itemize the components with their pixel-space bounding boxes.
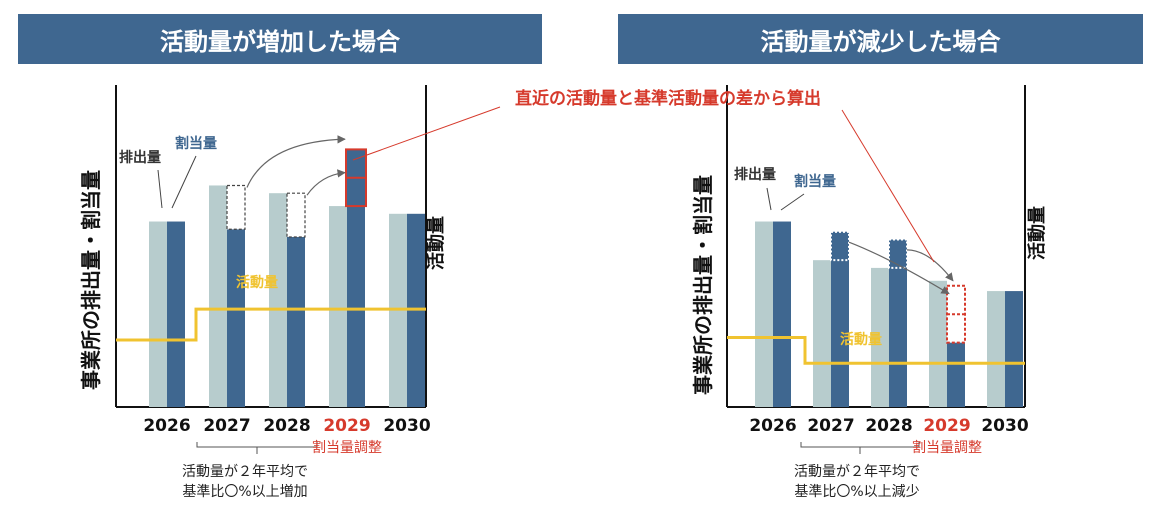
bar-allocation-dec-2030	[1005, 291, 1023, 407]
y-axis-title-dec: 事業所の排出量・割当量	[691, 175, 715, 395]
note-decrease-line-2: 基準比〇%以上減少	[794, 484, 920, 500]
chart-title-decrease: 活動量が減少した場合	[618, 14, 1143, 64]
bar-allocation-dec-2026	[773, 221, 791, 407]
deficit-box-inc-2027	[226, 184, 246, 230]
legend-emission-inc: 排出量	[119, 149, 161, 166]
tick-label-inc-2030: 2030	[383, 416, 430, 436]
callout-text: 直近の活動量と基準活動量の差から算出	[515, 88, 821, 109]
legend-emission-dec: 排出量	[734, 166, 776, 183]
tick-label-dec-2026: 2026	[749, 416, 796, 436]
pointer-allocation-dec	[780, 193, 805, 211]
tick-label-inc-2028: 2028	[263, 416, 310, 436]
transfer-arrow-dec-2	[906, 249, 954, 282]
tick-label-dec-2030: 2030	[981, 416, 1028, 436]
y-axis-title-inc: 事業所の排出量・割当量	[79, 170, 103, 390]
bar-allocation-dec-2029	[947, 342, 965, 407]
tick-label-dec-2027: 2027	[807, 416, 854, 436]
bar-emission-inc-2027	[209, 185, 227, 407]
tick-label-inc-2029: 2029	[323, 416, 370, 436]
surplus-box-dec-2027	[830, 230, 850, 262]
bar-emission-inc-2026	[149, 221, 167, 407]
note-increase: 活動量が２年平均で 基準比〇%以上増加	[140, 462, 350, 502]
bar-emission-dec-2028	[871, 267, 889, 407]
note-increase-line-1: 活動量が２年平均で	[182, 464, 308, 480]
pointer-emission-inc	[157, 169, 163, 209]
tick-label-dec-2028: 2028	[865, 416, 912, 436]
note-decrease-line-1: 活動量が２年平均で	[794, 464, 920, 480]
bar-allocation-inc-2026	[167, 221, 185, 407]
pointer-allocation-inc	[171, 155, 197, 209]
bar-allocation-inc-2028	[287, 236, 305, 407]
tick-label-inc-2027: 2027	[203, 416, 250, 436]
adjustment-label-dec: 割当量調整	[912, 439, 982, 456]
transfer-arrow-inc-1	[246, 135, 346, 188]
tick-label-inc-2026: 2026	[143, 416, 190, 436]
bar-emission-dec-2027	[813, 260, 831, 407]
bar-emission-dec-2026	[755, 221, 773, 407]
legend-activity-dec: 活動量	[840, 331, 882, 348]
legend-allocation-dec: 割当量	[794, 173, 836, 190]
tick-label-dec-2029: 2029	[923, 416, 970, 436]
adjustment-label-inc: 割当量調整	[312, 439, 382, 456]
chart-title-increase: 活動量が増加した場合	[18, 14, 542, 64]
legend-activity-inc: 活動量	[236, 274, 278, 291]
pointer-emission-dec	[766, 187, 772, 211]
bar-allocation-dec-2028	[889, 239, 907, 407]
activity-line-inc	[116, 307, 426, 342]
bar-emission-inc-2028	[269, 193, 287, 407]
transfer-arrow-dec-1	[848, 241, 950, 295]
bracket-inc	[196, 442, 318, 448]
bar-allocation-inc-2027	[227, 229, 245, 407]
note-increase-line-2: 基準比〇%以上増加	[182, 484, 308, 500]
callout-pointer-left	[352, 106, 501, 161]
bar-emission-dec-2030	[987, 291, 1005, 407]
bar-allocation-inc-2029	[347, 149, 365, 407]
deficit-box-inc-2028	[286, 192, 306, 238]
y2-axis-title-dec: 活動量	[1026, 206, 1048, 260]
note-decrease: 活動量が２年平均で 基準比〇%以上減少	[752, 462, 962, 502]
surplus-box-dec-2028	[888, 238, 908, 269]
transfer-arrow-inc-2	[306, 169, 346, 196]
y2-axis-title-inc: 活動量	[425, 216, 447, 270]
callout-pointer-right	[841, 109, 935, 263]
bracket-dec	[800, 442, 920, 448]
bar-emission-dec-2029	[929, 280, 947, 407]
bar-emission-inc-2029	[329, 206, 347, 407]
legend-allocation-inc: 割当量	[175, 135, 217, 152]
activity-line-dec	[727, 335, 1025, 365]
